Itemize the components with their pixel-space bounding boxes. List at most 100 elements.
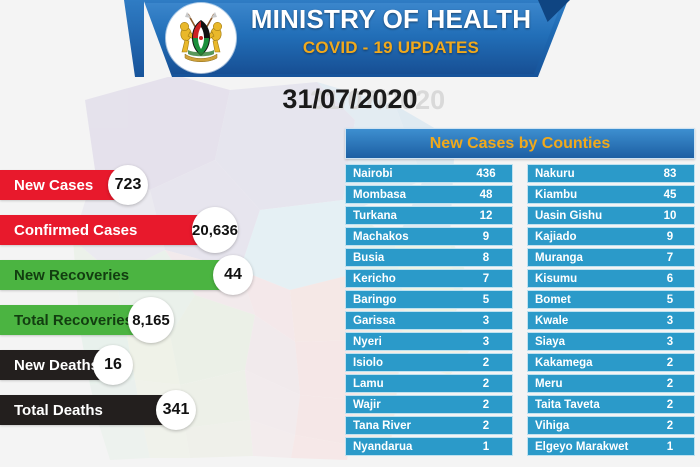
stat-value-bubble: 723 (108, 165, 148, 205)
county-cases: 2 (482, 398, 490, 411)
kenya-coat-of-arms-icon (166, 3, 236, 73)
county-row: Uasin Gishu 10 (527, 206, 695, 225)
counties-panel-title: New Cases by Counties (345, 128, 695, 159)
county-cases: 2 (666, 356, 674, 369)
county-row: Nairobi 436 (345, 164, 513, 183)
county-row: Nyandarua 1 (345, 437, 513, 456)
county-name: Elgeyo Marakwet (535, 440, 629, 453)
county-row: Elgeyo Marakwet 1 (527, 437, 695, 456)
county-row: Machakos 9 (345, 227, 513, 246)
stat-bar: New Deaths (0, 350, 100, 380)
county-name: Garissa (353, 314, 396, 327)
county-name: Wajir (353, 398, 381, 411)
county-name: Kisumu (535, 272, 578, 285)
report-date: 31/07/2020 31/07/2020 (200, 84, 500, 116)
county-row: Kericho 7 (345, 269, 513, 288)
county-row: Busia 8 (345, 248, 513, 267)
county-row: Kiambu 45 (527, 185, 695, 204)
county-cases: 48 (479, 188, 493, 201)
stat-bar: New Recoveries (0, 260, 232, 290)
county-cases: 2 (666, 419, 674, 432)
county-name: Mombasa (353, 188, 407, 201)
county-row: Siaya 3 (527, 332, 695, 351)
county-row: Isiolo 2 (345, 353, 513, 372)
county-cases: 3 (482, 314, 490, 327)
stat-value-bubble: 20,636 (192, 207, 238, 253)
county-name: Muranga (535, 251, 583, 264)
county-row: Nakuru 83 (527, 164, 695, 183)
county-row: Meru 2 (527, 374, 695, 393)
stat-value-bubble: 16 (93, 345, 133, 385)
page-title: MINISTRY OF HEALTH (250, 4, 532, 34)
header-banner: MINISTRY OF HEALTH COVID - 19 UPDATES (124, 0, 570, 77)
county-row: Vihiga 2 (527, 416, 695, 435)
stat-row: Total Deaths 341 (0, 390, 270, 430)
county-cases: 3 (666, 314, 674, 327)
counties-panel: New Cases by Counties Nairobi 436 Mombasa 4… (345, 128, 695, 458)
county-cases: 5 (666, 293, 674, 306)
stat-bar: Total Deaths (0, 395, 168, 425)
stat-row: New Cases 723 (0, 165, 270, 205)
stat-bar: Confirmed Cases (0, 215, 198, 245)
county-name: Baringo (353, 293, 397, 306)
county-row: Lamu 2 (345, 374, 513, 393)
county-name: Bomet (535, 293, 571, 306)
county-name: Nakuru (535, 167, 575, 180)
county-name: Isiolo (353, 356, 384, 369)
county-name: Machakos (353, 230, 409, 243)
county-cases: 7 (482, 272, 490, 285)
county-cases: 3 (482, 335, 490, 348)
county-row: Tana River 2 (345, 416, 513, 435)
county-cases: 2 (482, 377, 490, 390)
stat-row: Total Recoveries 8,165 (0, 297, 270, 343)
stat-row: New Deaths 16 (0, 345, 270, 385)
counties-column-right: Nakuru 83 Kiambu 45 Uasin Gishu 10 Kajiado 9 Mu… (527, 164, 695, 458)
counties-column-left: Nairobi 436 Mombasa 48 Turkana 12 Machakos 9 Bus… (345, 164, 513, 458)
county-name: Siaya (535, 335, 566, 348)
county-cases: 3 (666, 335, 674, 348)
county-name: Turkana (353, 209, 397, 222)
county-cases: 1 (666, 440, 674, 453)
county-name: Kericho (353, 272, 396, 285)
report-date-value: 31/07/2020 (282, 84, 418, 114)
county-row: Garissa 3 (345, 311, 513, 330)
county-name: Kiambu (535, 188, 578, 201)
county-name: Busia (353, 251, 385, 264)
county-name: Vihiga (535, 419, 570, 432)
report-date-ghost: 31/07/2020 (310, 85, 446, 115)
stat-value-bubble: 341 (156, 390, 196, 430)
county-name: Kakamega (535, 356, 593, 369)
stat-bar: Total Recoveries (0, 305, 148, 335)
county-row: Turkana 12 (345, 206, 513, 225)
stat-row: New Recoveries 44 (0, 255, 270, 295)
county-cases: 7 (666, 251, 674, 264)
stat-value-bubble: 44 (213, 255, 253, 295)
county-row: Baringo 5 (345, 290, 513, 309)
county-row: Kisumu 6 (527, 269, 695, 288)
county-row: Kwale 3 (527, 311, 695, 330)
county-cases: 436 (476, 167, 496, 180)
county-row: Nyeri 3 (345, 332, 513, 351)
county-row: Mombasa 48 (345, 185, 513, 204)
county-name: Tana River (353, 419, 411, 432)
county-cases: 10 (663, 209, 677, 222)
stat-value-bubble: 8,165 (128, 297, 174, 343)
county-name: Taita Taveta (535, 398, 600, 411)
county-cases: 6 (666, 272, 674, 285)
county-name: Kwale (535, 314, 569, 327)
county-name: Meru (535, 377, 563, 390)
coat-of-arms-svg (180, 12, 222, 62)
county-cases: 2 (666, 377, 674, 390)
county-row: Kakamega 2 (527, 353, 695, 372)
stat-row: Confirmed Cases 20,636 (0, 207, 270, 253)
county-row: Bomet 5 (527, 290, 695, 309)
county-name: Kajiado (535, 230, 577, 243)
county-cases: 5 (482, 293, 490, 306)
county-name: Uasin Gishu (535, 209, 603, 222)
county-name: Lamu (353, 377, 384, 390)
county-cases: 2 (482, 356, 490, 369)
county-row: Taita Taveta 2 (527, 395, 695, 414)
county-cases: 2 (666, 398, 674, 411)
county-cases: 45 (663, 188, 677, 201)
county-cases: 2 (482, 419, 490, 432)
